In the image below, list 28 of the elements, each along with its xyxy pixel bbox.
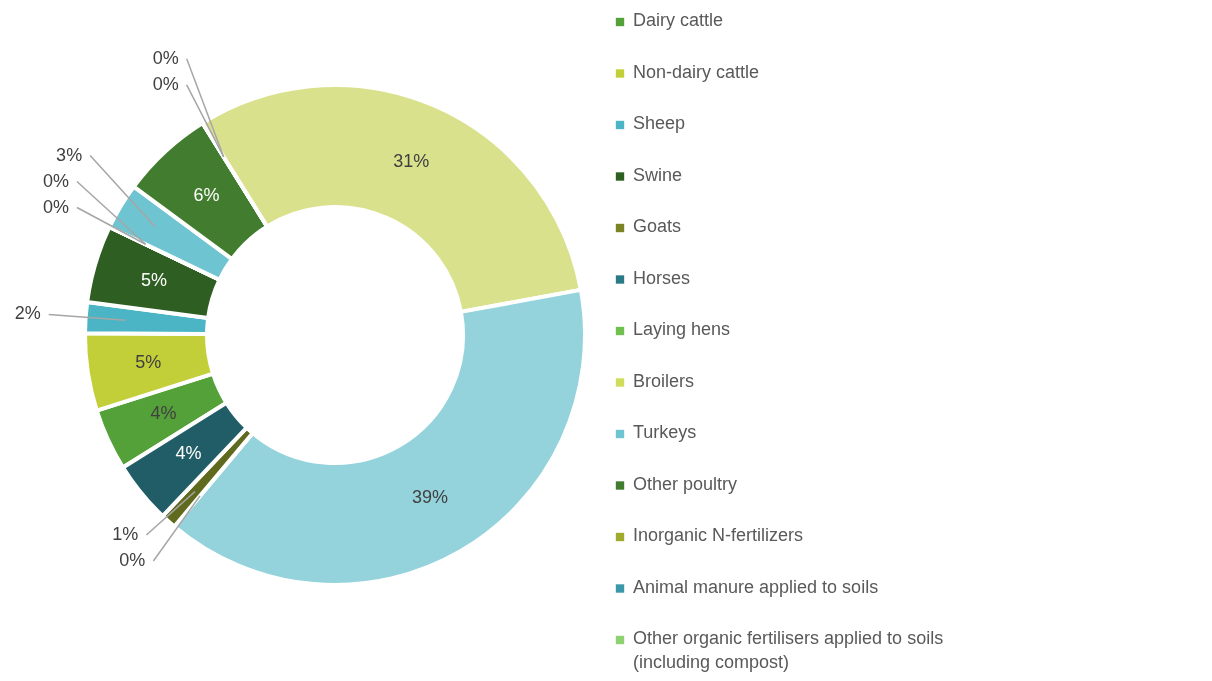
legend-label: Non-dairy cattle — [633, 61, 760, 82]
legend-label: Animal manure applied to soils — [633, 576, 879, 597]
text: 0% — [152, 73, 179, 94]
legend-label: Inorganic N-fertilizers — [633, 525, 804, 545]
text: 0% — [152, 47, 179, 68]
legend-label: Swine — [633, 164, 683, 185]
data-label: 31% — [393, 151, 430, 172]
data-label: 1% — [112, 523, 139, 544]
data-label: 5% — [135, 352, 162, 373]
data-label: 2% — [14, 303, 41, 324]
data-label: 6% — [193, 185, 220, 206]
legend-label: Goats — [633, 216, 682, 236]
legend-label: Sheep — [633, 113, 686, 133]
legend-label: Other poultry — [633, 473, 738, 494]
legend-label: Broilers — [633, 370, 695, 391]
legend-label: Dairy cattle — [633, 10, 724, 30]
text: 0% — [42, 196, 69, 217]
data-label: 4% — [175, 443, 202, 464]
legend-label: Laying hens — [633, 319, 731, 339]
legend-label: Turkeys — [633, 422, 697, 442]
legend-label: Other organic fertilisers applied to soils (including compost) — [633, 628, 944, 672]
legend-label: Horses — [633, 267, 691, 288]
text: 0% — [119, 549, 146, 570]
data-label: 3% — [56, 144, 83, 165]
data-label: 39% — [412, 487, 449, 508]
data-label: 4% — [150, 403, 177, 424]
data-label: 5% — [140, 270, 167, 290]
text: 0% — [42, 170, 69, 191]
